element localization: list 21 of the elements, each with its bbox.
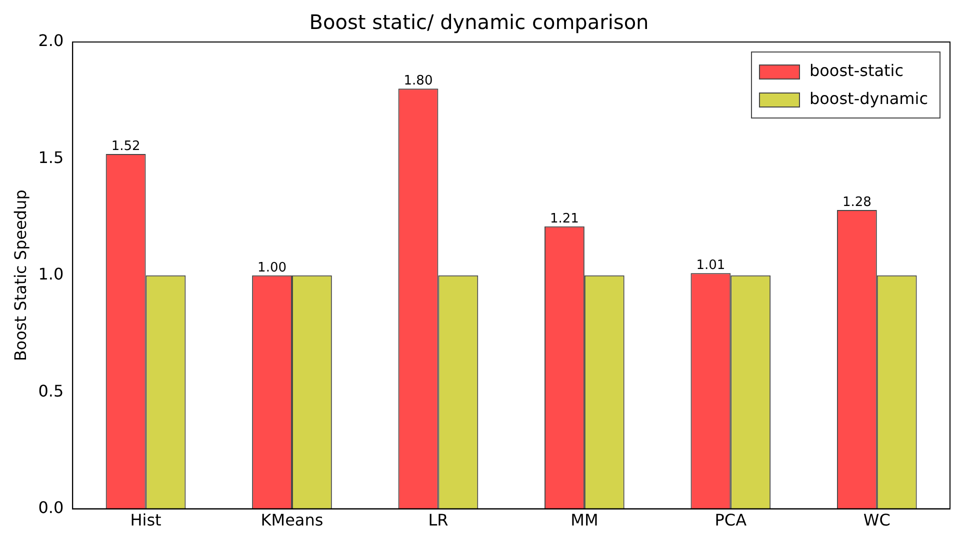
data-label: 1.01 [696,258,726,273]
y-tick-label: 0.0 [38,498,64,517]
y-tick-label: 1.0 [38,264,64,284]
data-label: 1.80 [404,74,433,89]
x-tick-label: PCA [714,510,747,530]
x-tick-label: WC [863,510,890,530]
y-tick-label: 1.5 [38,148,64,167]
legend-label: boost-dynamic [809,89,928,108]
y-tick-label: 2.0 [38,31,64,50]
y-axis-title: Boost Static Speedup [10,190,30,362]
x-tick-label: Hist [130,510,162,530]
chart-title: Boost static/ dynamic comparison [309,10,649,34]
x-tick-label: LR [428,510,448,530]
data-label: 1.00 [258,260,286,276]
x-tick-label: MM [570,510,598,530]
data-label: 1.28 [842,194,872,210]
legend-label: boost-static [809,61,904,80]
x-tick-label: KMeans [260,510,324,530]
data-label: 1.21 [550,211,579,226]
data-label: 1.52 [111,138,140,154]
y-tick-label: 0.5 [38,381,64,400]
